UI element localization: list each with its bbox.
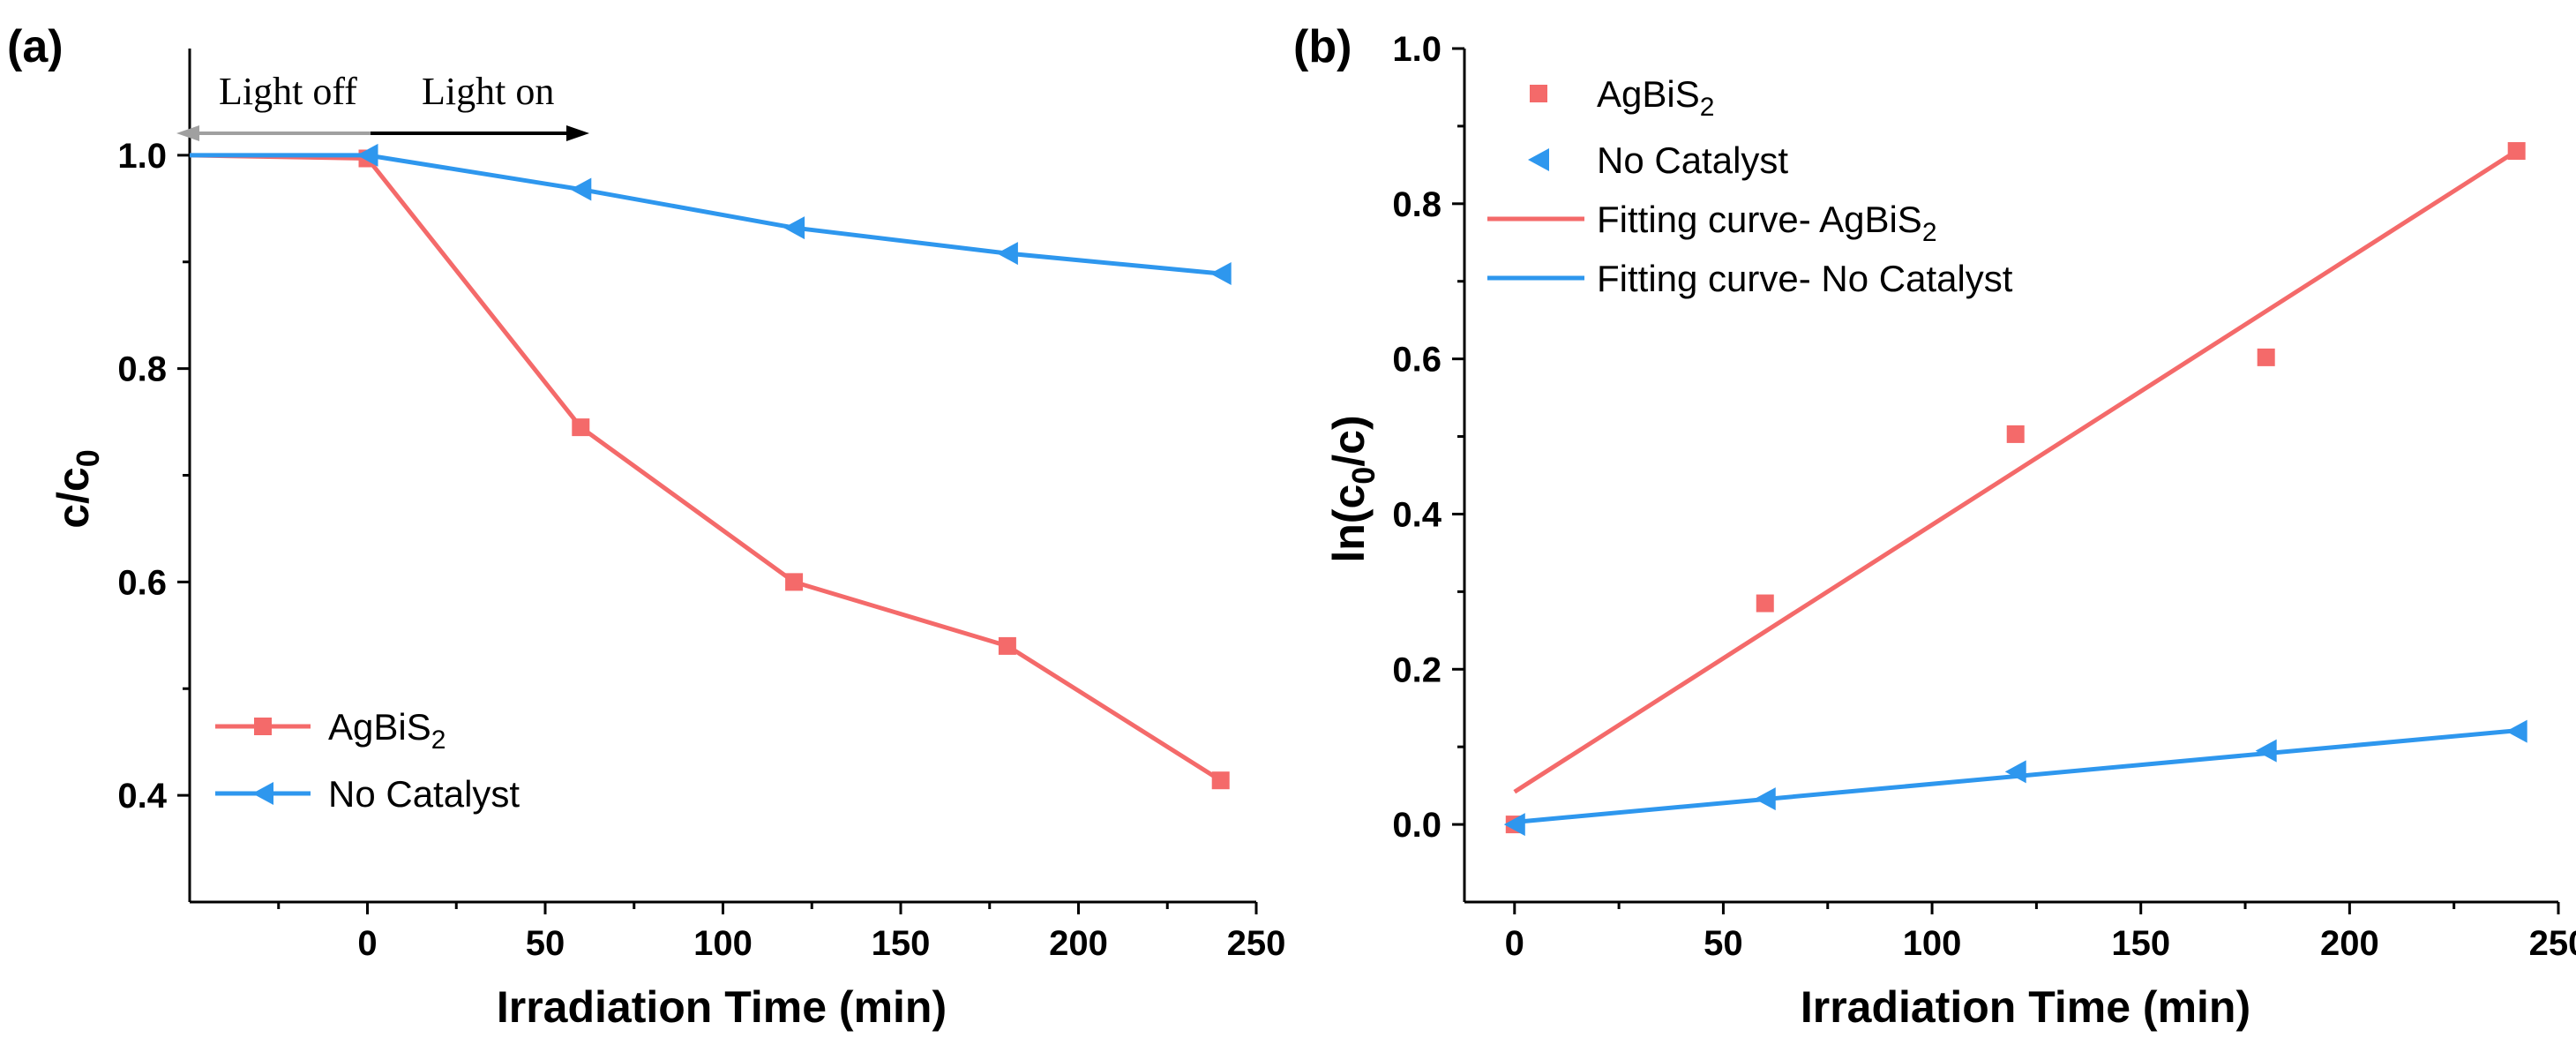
panel-b-y-tick-label: 0.6: [1392, 341, 1442, 380]
panel-b-data-point: [1756, 594, 1774, 613]
panel-a-data-point: [572, 418, 590, 437]
panel-a-x-tick-label: 250: [1227, 924, 1286, 963]
panel-b: (b) 0 50 100 150 200 250 0.0 0.2 0.4 0.6 0.8 1.0 Ag…: [1293, 21, 2576, 1032]
panel-b-data-point: [1754, 787, 1776, 811]
panel-a-data-point: [356, 143, 378, 167]
legend-agbis2-label: AgBiS2: [328, 706, 446, 755]
legend-b-agbis2-label: AgBiS2: [1597, 73, 1714, 122]
panel-b-data-point: [2006, 425, 2025, 443]
panel-b-y-tick-label: 0.8: [1392, 185, 1442, 224]
panel-b-data-point: [2004, 760, 2026, 784]
panel-a-y-axis-title: c/c0: [49, 449, 106, 529]
panel-b-x-tick-label: 200: [2320, 924, 2379, 963]
legend-b-fit-agbis2-label: Fitting curve- AgBiS2: [1597, 199, 1937, 247]
panel-b-y-tick-label: 0.2: [1392, 650, 1442, 689]
panel-b-x-tick-label: 0: [1505, 924, 1524, 963]
panel-b-data-point: [2507, 142, 2526, 161]
legend-agbis2-marker: [254, 718, 272, 735]
panel-b-data-point: [2255, 739, 2277, 763]
panel-a-x-tick-label: 100: [693, 924, 753, 963]
panel-b-fit-line-0: [1513, 148, 2519, 794]
panel-a-data-point: [998, 636, 1016, 655]
panel-b-y-tick-label: 0.4: [1392, 495, 1442, 534]
panel-b-y-tick-label: 1.0: [1392, 30, 1442, 69]
panel-a-series-line-0: [189, 153, 1223, 783]
panel-a: (a) 0 50 100 150 200 250 0.4 0.6 0.8 1.0 Light of…: [7, 21, 1285, 1032]
panel-b-legend: AgBiS2 No Catalyst Fitting curve- AgBiS2…: [1487, 73, 2013, 299]
light-on-label: Light on: [422, 70, 554, 113]
panel-a-annotation: Light off Light on: [176, 70, 589, 141]
panel-a-x-axis-title: Irradiation Time (min): [497, 982, 947, 1032]
legend-b-no-catalyst-marker: [1528, 148, 1549, 171]
panel-b-x-tick-label: 50: [1704, 924, 1743, 963]
panel-b-data-point: [2257, 348, 2275, 366]
panel-b-data-point: [1503, 813, 1525, 837]
panel-a-series-line-1: [190, 153, 1221, 276]
panel-a-data-point: [1209, 262, 1232, 286]
panel-a-label: (a): [7, 21, 64, 72]
panel-a-data-point: [570, 177, 592, 201]
light-on-arrowhead: [566, 125, 589, 141]
panel-b-label: (b): [1293, 21, 1352, 72]
panel-b-plot-area: 0 50 100 150 200 250 0.0 0.2 0.4 0.6 0.8 1.0: [1392, 30, 2576, 963]
legend-b-no-catalyst-label: No Catalyst: [1597, 139, 1788, 181]
panel-a-x-tick-label: 0: [357, 924, 377, 963]
panel-b-x-tick-label: 250: [2529, 924, 2576, 963]
panel-b-y-tick-label: 0.0: [1392, 806, 1442, 845]
legend-b-fit-no-catalyst-label: Fitting curve- No Catalyst: [1597, 258, 2013, 299]
panel-a-x-tick-label: 200: [1049, 924, 1108, 963]
panel-a-y-tick-label: 0.6: [117, 563, 167, 602]
panel-a-data-point: [785, 573, 804, 591]
panel-a-y-tick-label: 1.0: [117, 137, 167, 176]
panel-a-plot-area: 0 50 100 150 200 250 0.4 0.6 0.8 1.0: [117, 49, 1285, 963]
legend-no-catalyst-label: No Catalyst: [328, 773, 520, 815]
panel-a-legend: AgBiS2 No Catalyst: [215, 706, 520, 815]
panel-a-y-tick-label: 0.8: [117, 350, 167, 389]
light-off-label: Light off: [219, 70, 357, 113]
legend-b-agbis2-marker: [1530, 85, 1547, 102]
panel-b-x-tick-label: 150: [2111, 924, 2170, 963]
panel-b-y-axis-title: ln(c0/c): [1324, 415, 1382, 562]
legend-no-catalyst-marker: [252, 782, 273, 805]
panel-b-x-axis-title: Irradiation Time (min): [1801, 982, 2250, 1032]
panel-a-data-point: [783, 216, 805, 240]
panel-b-data-point: [2505, 719, 2527, 743]
panel-a-x-tick-label: 150: [872, 924, 931, 963]
panel-a-data-point: [1211, 771, 1230, 790]
panel-a-x-tick-label: 50: [526, 924, 565, 963]
panel-a-data-point: [996, 242, 1018, 266]
panel-a-y-tick-label: 0.4: [117, 777, 167, 816]
light-off-arrowhead: [176, 125, 199, 141]
panel-b-x-tick-label: 100: [1903, 924, 1962, 963]
